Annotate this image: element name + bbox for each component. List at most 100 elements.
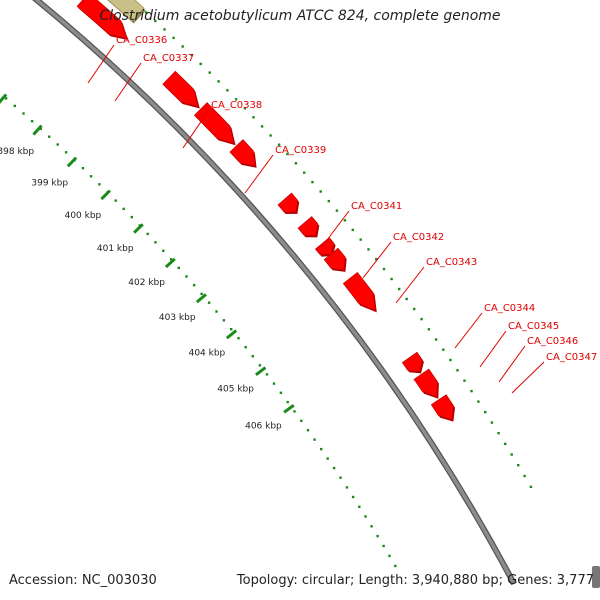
- gene-leader-line: [395, 266, 425, 304]
- ruler-dot: [185, 275, 188, 278]
- ruler-dot: [306, 429, 310, 432]
- ruler-dot: [364, 515, 367, 518]
- gene-label[interactable]: CA_C0347: [546, 352, 597, 363]
- backbone-layer: [31, 0, 517, 586]
- ruler-dot: [351, 495, 355, 499]
- ruler-dot: [332, 466, 336, 470]
- label-layer: CA_C0336 CA_C0337 CA_C0338 CA_C0339 CA_C0341…: [87, 35, 600, 588]
- ruler-dot: [39, 127, 42, 131]
- kbp-tick: [255, 366, 267, 377]
- ruler-dot: [388, 554, 391, 558]
- gene-label[interactable]: CA_C0346: [527, 336, 578, 347]
- ruler-dot: [442, 348, 445, 351]
- ruler-dot: [434, 338, 438, 341]
- kbp-tick-label: 399 kbp: [31, 179, 68, 189]
- ruler-dot: [177, 266, 180, 270]
- ruler-dot: [252, 116, 255, 119]
- backbone-arc: [33, 0, 516, 585]
- gene-label[interactable]: CA_C0337: [143, 53, 194, 64]
- gene-leader-line: [479, 330, 507, 368]
- ruler-dot: [258, 364, 262, 367]
- ruler-dot: [269, 134, 272, 137]
- kbp-tick-label: 405 kbp: [217, 385, 254, 395]
- ruler-dot: [382, 267, 386, 271]
- ruler-dot: [207, 301, 211, 304]
- ruler-dot: [192, 284, 196, 287]
- ruler-dot: [244, 346, 247, 349]
- gene-label[interactable]: CA_C0341: [351, 201, 402, 212]
- ruler-dot: [200, 292, 203, 296]
- ruler-dot: [162, 249, 165, 252]
- ruler-dot: [463, 379, 466, 382]
- ruler-dot: [265, 373, 269, 376]
- cds-arrow: [277, 192, 299, 213]
- ruler-dot: [303, 171, 306, 174]
- ruler-dot: [226, 89, 229, 92]
- feature-layer: [76, 0, 455, 422]
- cds-arrow: [297, 216, 319, 236]
- ruler-dot: [146, 232, 149, 236]
- ruler-dot: [243, 107, 247, 110]
- gene-leader-line: [244, 154, 274, 194]
- ruler-dot: [294, 162, 298, 165]
- kbp-tick-label: 406 kbp: [245, 422, 282, 432]
- gene-label[interactable]: CA_C0338: [211, 100, 262, 111]
- inner-ruler-ring: [4, 97, 397, 568]
- ruler-dot: [30, 120, 34, 123]
- ruler-dot: [217, 80, 220, 83]
- cds-arrow: [430, 394, 454, 420]
- ruler-dot: [382, 544, 385, 548]
- ruler-dot: [345, 486, 349, 489]
- cds-arrow: [314, 237, 335, 256]
- kbp-tick-label: 403 kbp: [159, 313, 196, 323]
- ruler-dot: [490, 421, 494, 424]
- ruler-dot: [122, 207, 125, 211]
- ruler-dot: [163, 28, 166, 31]
- accession-text: Accession: NC_003030: [9, 573, 157, 588]
- ruler-dot: [190, 53, 193, 57]
- gene-label[interactable]: CA_C0336: [116, 35, 167, 46]
- ruler-dot: [413, 307, 416, 311]
- ruler-dot: [4, 97, 8, 100]
- ruler-dot: [523, 474, 526, 478]
- ruler-dot: [199, 62, 202, 66]
- ruler-dot: [286, 152, 289, 156]
- ruler-dot: [13, 104, 16, 108]
- cds-arrow: [401, 351, 423, 372]
- ruler-dot: [375, 258, 378, 261]
- gene-label[interactable]: CA_C0339: [275, 145, 326, 156]
- kbp-tick: [0, 93, 8, 104]
- ruler-dot: [64, 151, 68, 154]
- ruler-dot: [394, 564, 397, 568]
- ruler-dot: [279, 391, 283, 394]
- ruler-dot: [260, 125, 264, 128]
- ruler-dot: [370, 525, 373, 528]
- gene-leader-line: [114, 62, 142, 102]
- ruler-dot: [359, 238, 362, 241]
- ruler-dot: [510, 453, 513, 456]
- gene-label[interactable]: CA_C0343: [426, 257, 477, 268]
- misc-feature: [107, 0, 145, 22]
- ruler-dot: [339, 476, 342, 479]
- ruler-dot: [172, 36, 175, 40]
- gene-leader-line: [511, 361, 545, 394]
- ruler-dot: [319, 190, 322, 193]
- gene-label[interactable]: CA_C0345: [508, 321, 559, 332]
- ruler-dot: [376, 534, 379, 538]
- gene-label[interactable]: CA_C0342: [393, 232, 444, 243]
- ruler-dot: [367, 248, 370, 251]
- ruler-dot: [358, 505, 361, 508]
- kbp-tick: [283, 404, 295, 414]
- ruler-dot: [335, 209, 339, 212]
- outer-ruler-ring: [135, 2, 533, 488]
- ruler-dot: [313, 438, 316, 441]
- cds-arrow: [76, 0, 128, 39]
- kbp-tick: [133, 223, 144, 234]
- kbp-tick: [66, 156, 78, 168]
- kbp-tick: [32, 124, 43, 136]
- map-edge-handle[interactable]: [592, 566, 600, 588]
- gene-label[interactable]: CA_C0344: [484, 303, 535, 314]
- ruler-dot: [470, 389, 473, 393]
- topology-text: Topology: circular; Length: 3,940,880 bp…: [236, 573, 594, 588]
- kbp-tick-label: 398 kbp: [0, 147, 34, 157]
